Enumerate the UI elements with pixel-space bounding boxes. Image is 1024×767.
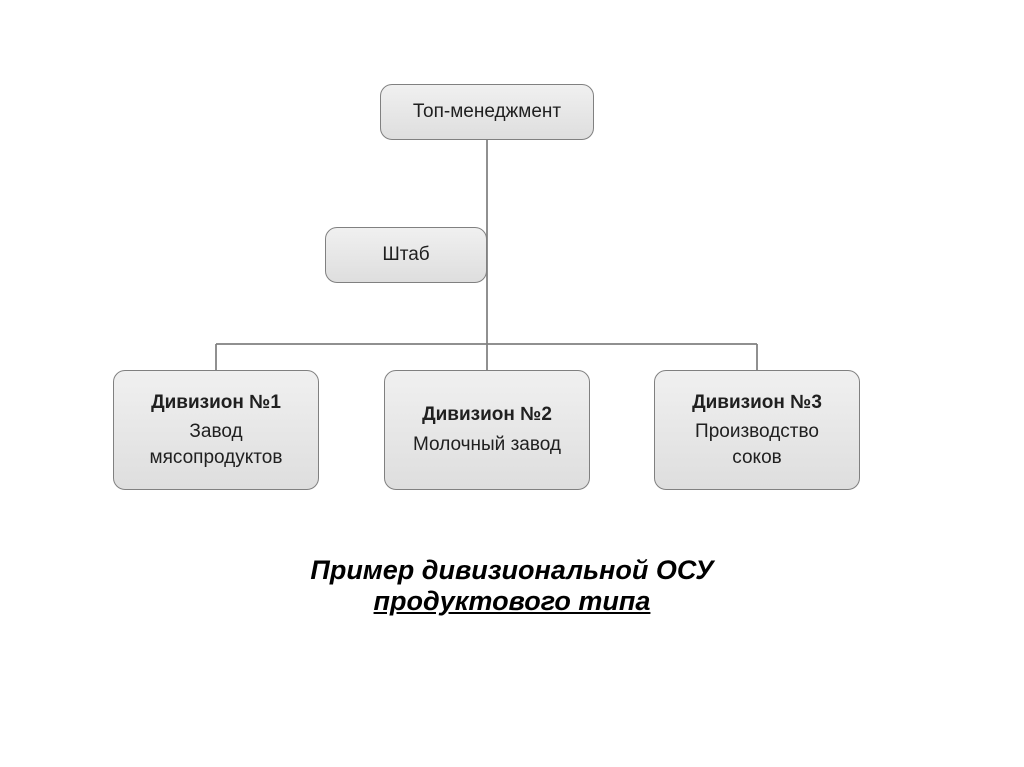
node-div2-subtitle: Молочный завод	[413, 432, 561, 458]
node-top-management: Топ-менеджмент	[380, 84, 594, 140]
caption-line-2: продуктового типа	[0, 586, 1024, 617]
node-div1-subtitle: Завод мясопродуктов	[128, 419, 304, 470]
caption-line-1: Пример дивизиональной ОСУ	[0, 555, 1024, 586]
node-division-1: Дивизион №1 Завод мясопродуктов	[113, 370, 319, 490]
node-division-3: Дивизион №3 Производство соков	[654, 370, 860, 490]
node-div2-title: Дивизион №2	[422, 402, 552, 428]
node-div3-title: Дивизион №3	[692, 390, 822, 416]
node-division-2: Дивизион №2 Молочный завод	[384, 370, 590, 490]
diagram-caption: Пример дивизиональной ОСУ продуктового т…	[0, 555, 1024, 617]
node-top-label: Топ-менеджмент	[413, 99, 561, 125]
node-div3-subtitle: Производство соков	[669, 419, 845, 470]
node-staff-label: Штаб	[382, 242, 429, 268]
node-div1-title: Дивизион №1	[151, 390, 281, 416]
org-chart-diagram: Топ-менеджмент Штаб Дивизион №1 Завод мя…	[0, 0, 1024, 767]
node-staff: Штаб	[325, 227, 487, 283]
